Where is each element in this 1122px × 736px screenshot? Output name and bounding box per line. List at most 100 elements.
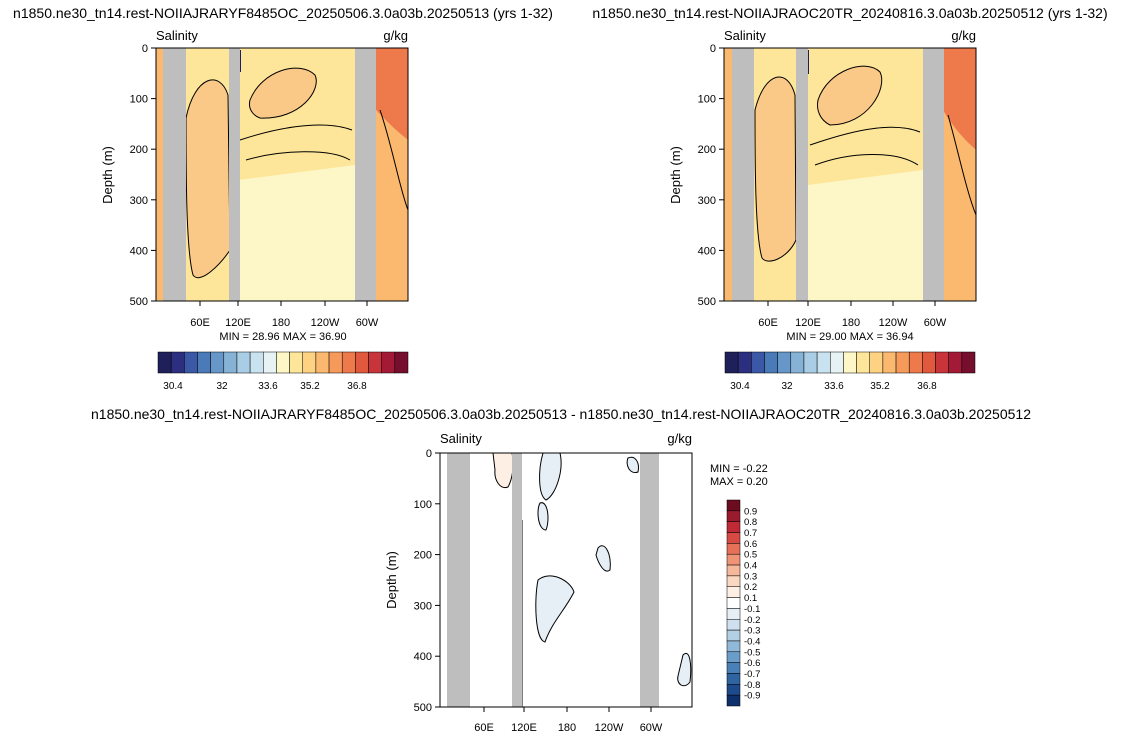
colorbar-swatch <box>726 673 741 685</box>
colorbar-swatch <box>302 351 317 374</box>
colorbar-swatch <box>210 351 225 374</box>
colorbar-swatch <box>908 351 923 374</box>
panel-1-cbar-label: 36.8 <box>347 381 367 392</box>
colorbar-swatch <box>170 351 185 374</box>
panel-2-contour-a <box>814 154 919 166</box>
panel-3-land-maritime <box>512 453 522 707</box>
panel-3-ytick: 200 <box>414 550 432 562</box>
colorbar-swatch <box>816 351 831 374</box>
colorbar-swatch <box>315 351 330 374</box>
colorbar-swatch <box>726 510 741 522</box>
panel-3-ytick: 300 <box>414 600 432 612</box>
panel-1-ytick: 200 <box>130 144 148 156</box>
panel-2-cbar-label: 33.6 <box>824 381 844 392</box>
panel-1-variable: Salinity <box>156 28 198 43</box>
panel-2-land-maritime <box>796 48 808 301</box>
panel-1-land-america <box>355 48 376 301</box>
panel-3-frame <box>439 452 693 708</box>
panel-3-cbar-label: 0.8 <box>744 517 757 528</box>
panel-1-contour-c <box>379 109 409 211</box>
panel-2-xtick: 120W <box>879 317 908 329</box>
panel-2-colorbar <box>724 351 976 374</box>
panel-3-cbar-label: 0.3 <box>744 571 757 582</box>
colorbar-swatch <box>726 564 741 577</box>
panel-3-cbar-label: -0.1 <box>744 604 760 615</box>
panel-1-land-maritime <box>229 48 240 301</box>
panel-2-land-africa <box>732 48 754 301</box>
panel-1-ytick: 100 <box>130 94 148 106</box>
panel-2-cbar-label: 32 <box>781 381 793 392</box>
panel-1-ytick: 400 <box>130 245 148 257</box>
panel-3: n1850.ne30_tn14.rest-NOIIAJRARYF8485OC_2… <box>91 406 1031 734</box>
panel-3-cbar-label: -0.6 <box>744 658 760 669</box>
colorbar-swatch <box>328 351 343 374</box>
panel-1-y-axis: 0 100 200 300 400 500 Depth (m) <box>100 43 156 308</box>
panel-2-west-edge-field <box>724 48 732 300</box>
panel-3-cbar-label: 0.2 <box>744 582 757 593</box>
colorbar-swatch <box>289 351 303 374</box>
panel-3-negative-anomaly-b <box>537 502 549 531</box>
panel-2-title: n1850.ne30_tn14.rest-NOIIAJRAOC20TR_2024… <box>592 5 1107 21</box>
colorbar-swatch <box>368 351 382 374</box>
colorbar-swatch <box>843 351 857 374</box>
panel-1-contour-b <box>239 124 353 141</box>
colorbar-swatch <box>726 684 741 696</box>
panel-2-ytick: 0 <box>710 43 716 55</box>
panel-3-xtick: 60E <box>474 722 494 734</box>
panel-3-plot <box>439 452 693 708</box>
panel-2-units: g/kg <box>951 28 976 43</box>
panel-2-ytick: 500 <box>698 296 716 308</box>
panel-1-title: n1850.ne30_tn14.rest-NOIIAJRARYF8485OC_2… <box>13 5 553 21</box>
panel-1-atlantic-high-salinity <box>376 48 408 140</box>
panel-3-cbar-label: 0.5 <box>744 550 757 561</box>
panel-3-negative-anomaly-e <box>626 456 639 474</box>
panel-3-ytick: 500 <box>414 702 432 714</box>
panel-2-indian-high-salinity <box>754 76 797 262</box>
panel-2-frame <box>723 47 977 302</box>
colorbar-swatch <box>803 351 818 374</box>
panel-3-variable: Salinity <box>440 431 482 446</box>
colorbar-swatch <box>726 694 741 707</box>
panel-3-cbar-label: -0.9 <box>744 691 760 702</box>
panel-3-ylabel: Depth (m) <box>384 551 399 609</box>
panel-2-xtick: 120E <box>795 317 821 329</box>
colorbar-swatch <box>726 532 741 544</box>
panel-2-cbar-label: 36.8 <box>917 381 937 392</box>
colorbar-swatch <box>726 543 741 555</box>
panel-1-xtick: 60W <box>356 317 379 329</box>
panel-3-xtick: 180 <box>558 722 576 734</box>
colorbar-swatch <box>184 351 198 374</box>
colorbar-swatch <box>726 619 741 631</box>
colorbar-swatch <box>726 521 741 533</box>
colorbar-swatch <box>341 351 356 374</box>
panel-3-colorbar-labels: 0.90.80.70.60.50.40.30.20.1-0.1-0.2-0.3-… <box>744 506 760 701</box>
colorbar-swatch <box>726 499 741 512</box>
colorbar-swatch <box>882 351 897 374</box>
colorbar-swatch <box>895 351 910 374</box>
colorbar-swatch <box>726 597 741 609</box>
panel-2-land-america <box>923 48 944 301</box>
colorbar-swatch <box>961 351 976 374</box>
colorbar-swatch <box>249 351 264 374</box>
colorbar-swatch <box>726 640 741 653</box>
panel-3-ytick: 400 <box>414 651 432 663</box>
panel-1-pacific-deep-field <box>238 165 355 301</box>
panel-2-cbar-label: 30.4 <box>730 381 750 392</box>
panel-1-xtick: 60E <box>190 317 210 329</box>
colorbar-swatch <box>737 351 752 374</box>
panel-3-x-axis: 60E 120E 180 120W 60W <box>474 707 663 734</box>
colorbar-swatch <box>236 351 251 374</box>
panel-1-units: g/kg <box>383 28 408 43</box>
colorbar-swatch <box>263 351 277 374</box>
panel-1-plot <box>155 47 409 302</box>
panel-3-min: MIN = -0.22 <box>710 463 768 475</box>
colorbar-swatch <box>223 351 238 374</box>
panel-1-ylabel: Depth (m) <box>100 146 115 204</box>
panel-1-xtick: 120E <box>225 317 251 329</box>
panel-3-max: MAX = 0.20 <box>710 476 768 488</box>
colorbar-swatch <box>197 351 211 374</box>
panel-2-cbar-label: 35.2 <box>870 381 890 392</box>
panel-2-ytick: 100 <box>698 94 716 106</box>
colorbar-swatch <box>856 351 870 374</box>
